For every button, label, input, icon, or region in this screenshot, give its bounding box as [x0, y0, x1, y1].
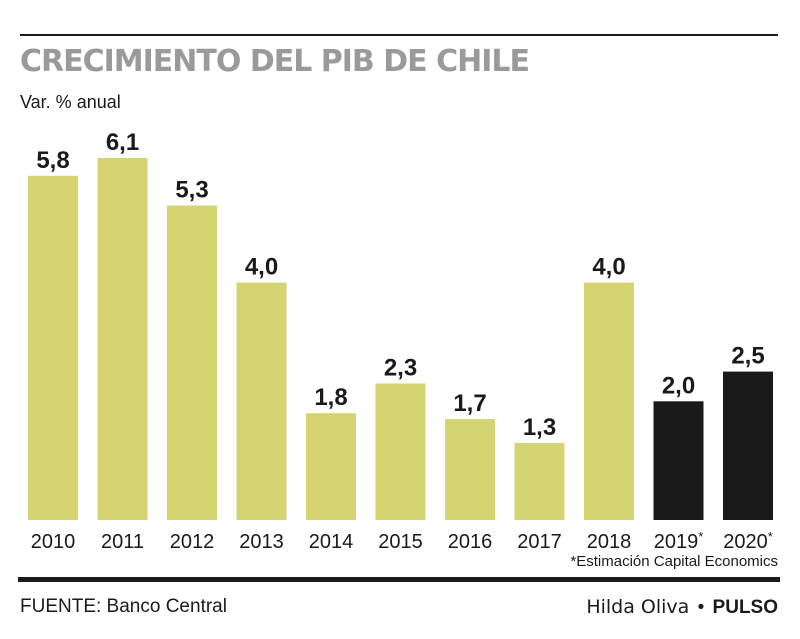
x-tick-label: 2014 — [309, 531, 354, 553]
x-tick-label: 2012 — [170, 531, 215, 553]
bar-2011 — [97, 158, 148, 520]
y-axis-label: Var. % anual — [20, 92, 121, 112]
credit-brand: PULSO — [712, 597, 778, 618]
credit-separator: • — [697, 597, 705, 618]
bar-2018 — [584, 282, 634, 520]
bar-value-label: 1,8 — [314, 384, 347, 411]
source-text: FUENTE: Banco Central — [20, 596, 227, 617]
x-tick-label: 2010 — [31, 531, 76, 553]
bar-value-label: 2,5 — [731, 343, 764, 370]
footnote: *Estimación Capital Economics — [570, 553, 778, 570]
x-tick-label: 2019* — [654, 529, 704, 553]
bar-value-label: 6,1 — [106, 129, 139, 156]
x-tick-label: 2013 — [239, 531, 284, 553]
bar-2019 — [653, 401, 704, 520]
bar-value-label: 5,8 — [36, 147, 69, 174]
bar-2010 — [28, 175, 78, 521]
bar-value-label: 2,0 — [662, 372, 695, 399]
bar-2014 — [306, 413, 356, 520]
credit: Hilda Oliva • PULSO — [586, 596, 778, 619]
bar-2016 — [445, 419, 495, 520]
bar-2020 — [723, 371, 773, 520]
bar-2013 — [236, 282, 287, 520]
x-tick-label: 2015 — [378, 531, 423, 553]
x-tick-label: 2018 — [587, 531, 632, 553]
bar-value-label: 2,3 — [384, 355, 417, 382]
chart-title: CRECIMIENTO DEL PIB DE CHILE — [20, 44, 530, 79]
bar-2015 — [375, 383, 426, 520]
credit-author: Hilda Oliva — [586, 596, 690, 618]
x-tick-label: 2011 — [101, 531, 144, 553]
bar-chart: 5,8 2010 6,1 2011 5,3 2012 4,0 2013 1,8 2014 2,3 20… — [28, 129, 773, 553]
top-rule — [20, 34, 778, 36]
bar-value-label: 5,3 — [175, 177, 208, 204]
bar-value-label: 1,7 — [453, 390, 486, 417]
bar-2017 — [514, 442, 565, 520]
bottom-rule — [18, 577, 780, 582]
bar-value-label: 1,3 — [523, 414, 556, 441]
x-tick-label: 2016 — [448, 531, 493, 553]
bar-value-label: 4,0 — [245, 254, 278, 281]
bar-2012 — [167, 205, 217, 520]
x-tick-label: 2017 — [517, 531, 562, 553]
x-tick-label: 2020* — [723, 529, 773, 553]
bar-value-label: 4,0 — [592, 254, 625, 281]
